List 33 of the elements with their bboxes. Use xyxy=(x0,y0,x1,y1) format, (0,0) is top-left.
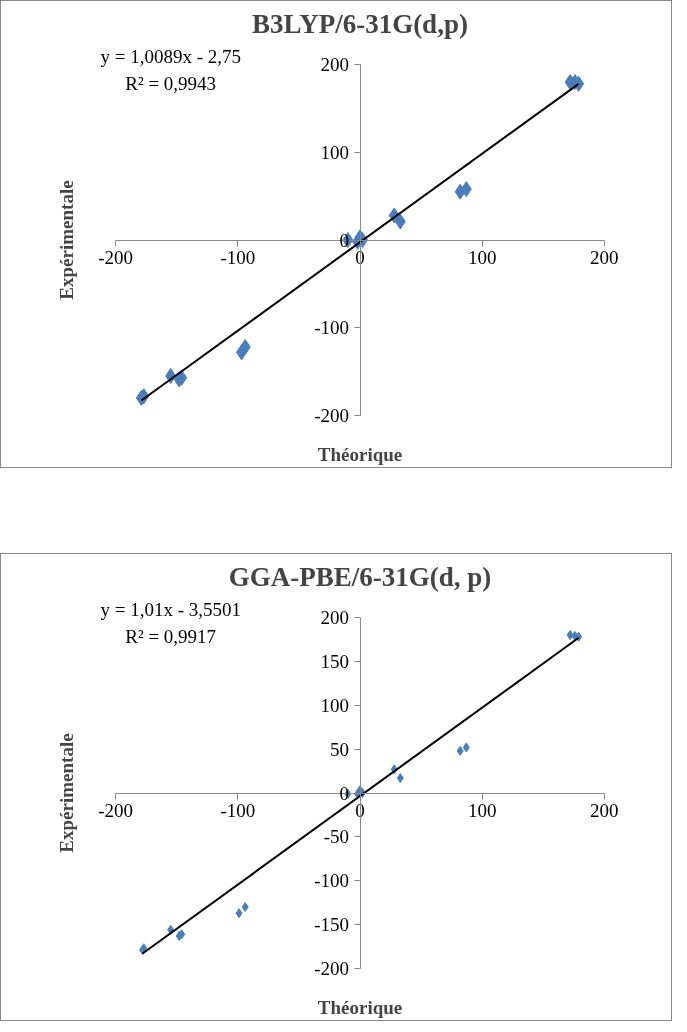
y-axis-title: Expérimentale xyxy=(55,733,77,853)
x-tick-label: -200 xyxy=(98,800,134,821)
y-tick-label: 100 xyxy=(320,141,349,163)
y-tick-label: -150 xyxy=(314,914,349,936)
x-axis-title: Théorique xyxy=(317,443,403,465)
y-tick-label: 150 xyxy=(320,650,349,672)
y-tick-label: -200 xyxy=(314,957,349,979)
y-tick-label: 200 xyxy=(320,607,349,629)
x-tick-label: 100 xyxy=(467,800,497,821)
y-tick-label: -100 xyxy=(314,870,349,892)
x-tick-label: 0 xyxy=(355,247,365,268)
x-tick-label: 100 xyxy=(467,247,497,268)
y-tick-label: -50 xyxy=(323,826,349,848)
y-tick-label: 200 xyxy=(320,54,349,76)
chart-title: GGA-PBE/6-31G(d, p) xyxy=(228,561,492,592)
annotation: R² = 0,9917 xyxy=(125,626,217,648)
y-tick-label: -100 xyxy=(314,317,349,339)
x-axis-title: Théorique xyxy=(317,996,403,1018)
y-tick-label: 0 xyxy=(339,782,349,804)
y-tick-label: 100 xyxy=(320,694,349,716)
annotation: y = 1,01x - 3,5501 xyxy=(100,599,241,621)
x-tick-label: -100 xyxy=(220,247,256,268)
x-tick-label: -100 xyxy=(220,800,256,821)
x-tick-label: 200 xyxy=(590,247,619,268)
y-axis-title: Expérimentale xyxy=(55,180,77,300)
y-tick-label: -200 xyxy=(314,404,349,426)
x-tick-label: 0 xyxy=(355,800,365,821)
y-tick-label: 50 xyxy=(330,738,349,760)
chart-title: B3LYP/6-31G(d,p) xyxy=(252,8,468,39)
annotation: y = 1,0089x - 2,75 xyxy=(100,46,241,68)
x-tick-label: 200 xyxy=(590,800,619,821)
x-tick-label: -200 xyxy=(98,247,134,268)
annotation: R² = 0,9943 xyxy=(125,73,217,95)
